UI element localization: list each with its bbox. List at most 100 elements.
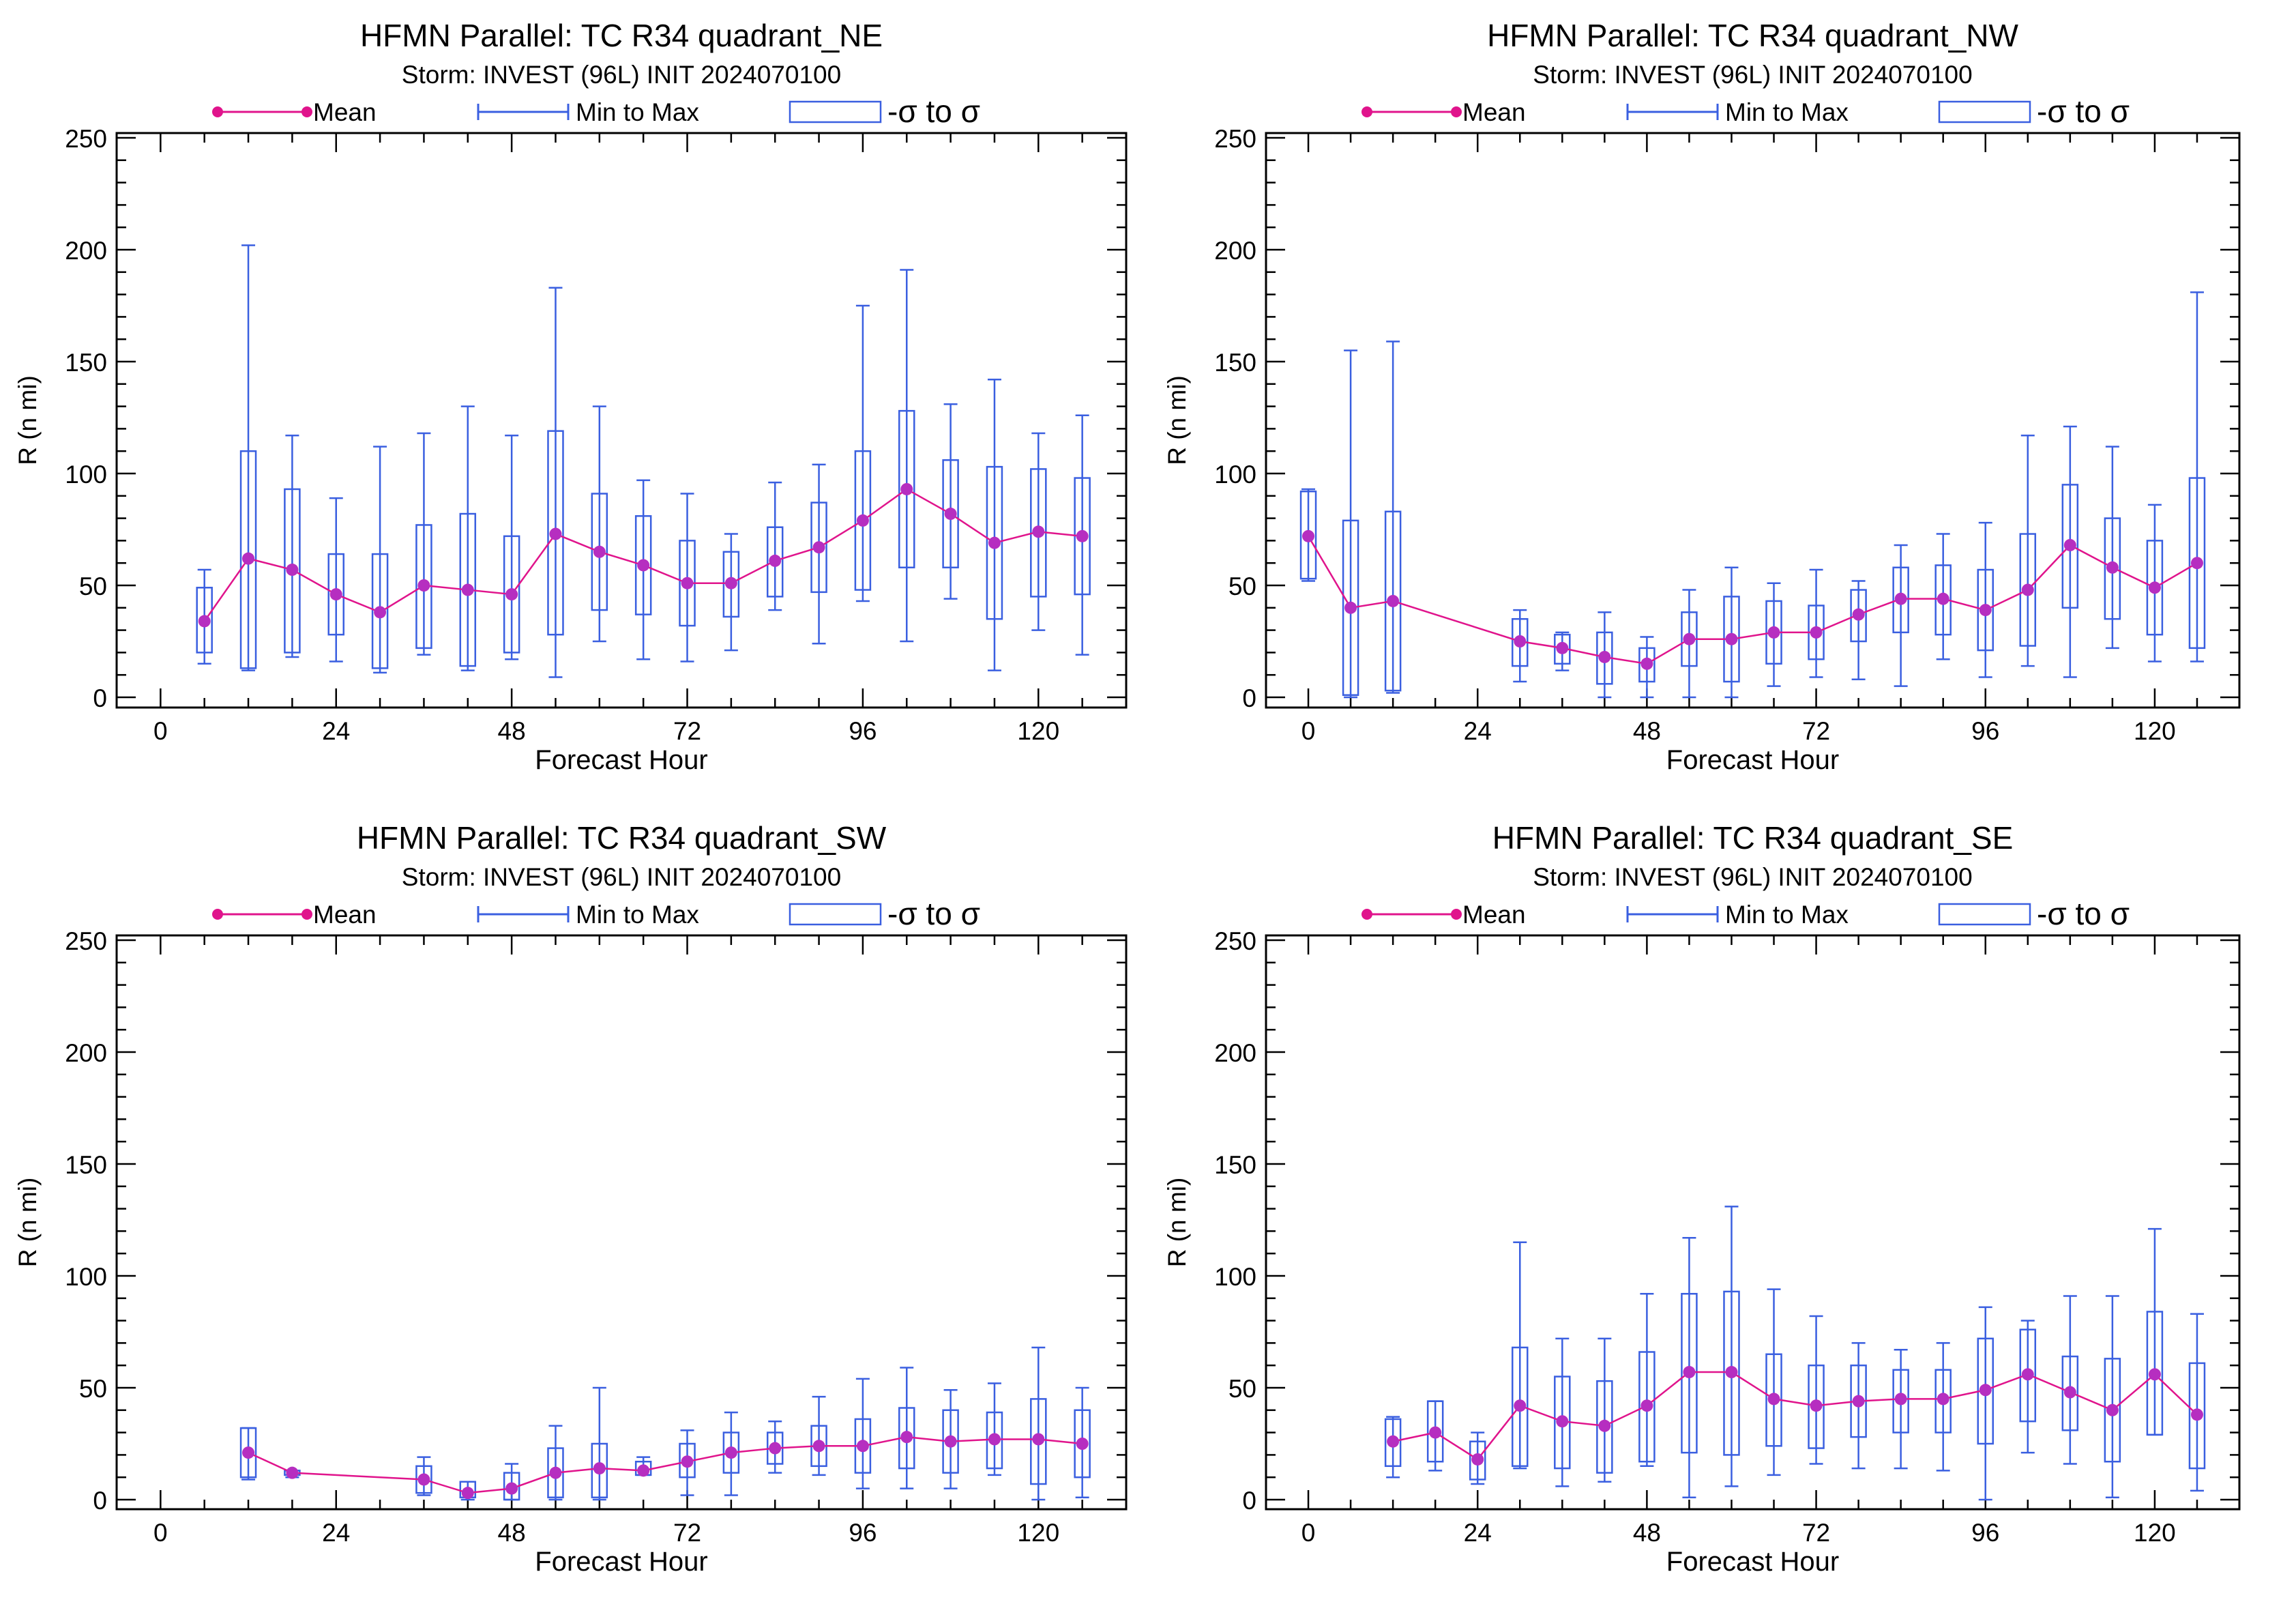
legend: Mean Min to Max -σ to σ (1362, 93, 2130, 129)
sigma-box (854, 450, 872, 591)
chart-panel-1: HFMN Parallel: TC R34 quadrant_NE Storm: … (14, 18, 1128, 775)
x-tick-label: 0 (153, 1519, 168, 1547)
y-tick-label: 100 (1214, 461, 1256, 489)
box-item (459, 405, 477, 671)
mean-point (856, 1440, 869, 1453)
legend-mean-marker (1451, 106, 1462, 117)
box-item (722, 533, 740, 652)
box-item (1596, 1337, 1613, 1483)
mean-point (1598, 1419, 1611, 1432)
sigma-box (1030, 1398, 1047, 1485)
box-item (2104, 1295, 2121, 1498)
box-item (1723, 1206, 1740, 1487)
box-item (2104, 446, 2121, 650)
mean-point (1514, 1399, 1527, 1412)
legend-mean-marker (212, 106, 223, 117)
x-tick-label: 96 (1971, 717, 1999, 745)
y-tick-label: 100 (1214, 1263, 1256, 1291)
box-item (1808, 568, 1825, 678)
legend-minmax-label: Min to Max (1725, 98, 1849, 126)
y-tick-label: 250 (65, 125, 107, 153)
legend-sigma-box (789, 903, 882, 926)
y-tick-label: 250 (65, 927, 107, 955)
legend-sigma-label: -σ to σ (2037, 93, 2130, 129)
y-tick-label: 0 (1242, 1487, 1256, 1515)
sigma-box (2104, 1358, 2121, 1463)
sigma-box (1934, 1369, 1952, 1433)
y-tick-label: 200 (1214, 237, 1256, 265)
mean-point (856, 514, 869, 527)
mean-point (242, 1446, 255, 1459)
x-tick-label: 120 (2134, 717, 2176, 745)
y-tick-label: 100 (65, 1263, 107, 1291)
mean-point (1810, 1399, 1823, 1412)
box-series (1299, 291, 2206, 699)
y-tick-label: 150 (1214, 349, 1256, 377)
box-item (547, 287, 564, 678)
y-tick-label: 50 (1228, 1375, 1256, 1403)
mean-point (198, 615, 211, 628)
mean-line (1392, 1371, 2198, 1461)
mean-point (1979, 604, 1992, 617)
sigma-box (1426, 1400, 1444, 1463)
mean-point (329, 588, 342, 601)
x-axis-label: Forecast Hour (1666, 1547, 1839, 1577)
mean-point (812, 1440, 825, 1453)
mean-point (769, 554, 782, 567)
x-tick-label: 24 (322, 717, 350, 745)
sigma-box (1469, 1440, 1486, 1481)
mean-point (681, 1455, 694, 1468)
legend-sigma-box (1938, 903, 2031, 926)
x-tick-label: 120 (2134, 1519, 2176, 1547)
x-tick-label: 72 (1802, 717, 1830, 745)
box-item (1638, 1292, 1655, 1468)
sigma-box (2188, 477, 2206, 650)
x-tick-label: 120 (1017, 717, 1059, 745)
legend-mean-marker (301, 909, 312, 920)
sigma-box (1342, 519, 1359, 696)
mean-point (1810, 626, 1823, 639)
mean-point (2106, 561, 2119, 574)
mean-point (637, 1464, 650, 1477)
sigma-box (196, 587, 213, 654)
x-axis: 0 24 48 72 96 120 (1301, 133, 2198, 745)
sigma-box (2104, 517, 2121, 620)
sigma-box (2146, 1311, 2164, 1436)
y-tick-label: 250 (1214, 927, 1256, 955)
mean-point (1032, 1433, 1045, 1446)
y-tick-label: 0 (93, 684, 107, 712)
x-tick-label: 48 (498, 717, 526, 745)
chart-subtitle: Storm: INVEST (96L) INIT 2024070100 (402, 61, 841, 89)
legend-sigma-box (1938, 100, 2031, 123)
sigma-box (1638, 1351, 1655, 1463)
sigma-box (2019, 533, 2037, 647)
mean-point (461, 1487, 474, 1500)
box-item (766, 481, 784, 611)
legend-mean-marker (1362, 106, 1372, 117)
box-item (1850, 580, 1867, 681)
sigma-box (2061, 1355, 2079, 1431)
mean-point (286, 1466, 299, 1479)
x-tick-label: 0 (1301, 717, 1316, 745)
mean-point (681, 577, 694, 589)
mean-point (2063, 538, 2076, 551)
box-item (591, 1386, 608, 1501)
box-item (1934, 1342, 1952, 1472)
x-tick-label: 48 (1633, 717, 1661, 745)
sigma-box (766, 526, 784, 598)
box-item (810, 1395, 827, 1476)
plot-frame (115, 934, 1128, 1511)
y-axis-label: R (n mi) (14, 375, 42, 465)
legend-mean-marker (1362, 909, 1372, 920)
sigma-box (810, 501, 827, 594)
mean-point (1640, 1399, 1653, 1412)
box-item (547, 1425, 564, 1501)
sigma-box (898, 409, 915, 569)
sigma-box (1892, 1369, 1909, 1433)
x-axis: 0 24 48 72 96 120 (153, 133, 1083, 745)
y-tick-label: 50 (79, 572, 107, 600)
box-item (1342, 349, 1359, 699)
y-axis: 0 50 100 150 200 250 (65, 927, 1126, 1515)
y-tick-label: 0 (1242, 684, 1256, 712)
sigma-box (2061, 484, 2079, 609)
